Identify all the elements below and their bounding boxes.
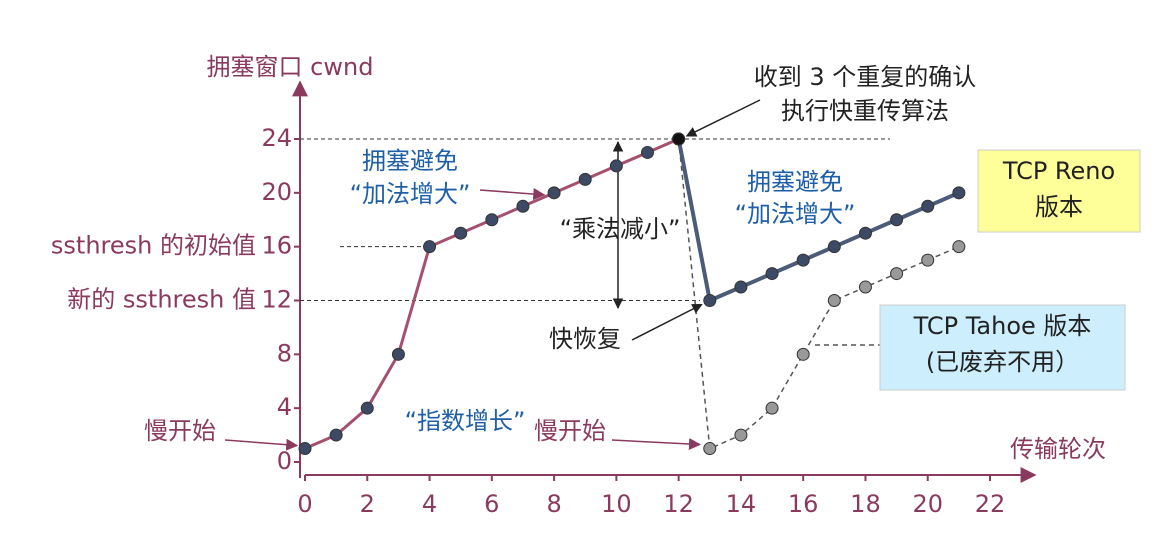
legend-text: TCP Reno <box>1002 157 1115 185</box>
x-tick-label: 14 <box>726 490 757 518</box>
x-tick-label: 6 <box>484 490 499 518</box>
annotation: 慢开始 <box>534 417 606 445</box>
data-point <box>516 199 530 213</box>
legend-box <box>879 304 1126 391</box>
x-tick-label: 18 <box>850 490 881 518</box>
data-point <box>890 267 904 281</box>
data-point <box>734 280 748 294</box>
data-point <box>734 428 748 442</box>
annotation: 慢开始 <box>144 417 216 445</box>
y-tick-label: 0 <box>277 447 292 475</box>
annotation: “乘法减小” <box>560 215 681 243</box>
x-tick-label: 10 <box>601 490 632 518</box>
data-point <box>827 240 841 254</box>
data-point <box>485 213 499 227</box>
annotation-arrow <box>479 188 546 201</box>
data-point <box>765 267 779 281</box>
series-line <box>677 138 960 450</box>
data-point <box>858 280 872 294</box>
annotation-arrow <box>685 99 761 137</box>
y-tick-note: ssthresh 的初始值 <box>51 232 256 260</box>
data-point <box>921 199 935 213</box>
legend-text: (已废弃不用） <box>926 348 1079 376</box>
y-tick-label: 4 <box>277 393 292 421</box>
x-tick-label: 20 <box>912 490 943 518</box>
annotation: 拥塞避免 <box>362 147 458 175</box>
data-point <box>890 213 904 227</box>
data-point <box>298 442 312 456</box>
legend-text: 版本 <box>1035 193 1083 221</box>
annotation: 收到 3 个重复的确认 <box>754 63 977 91</box>
annotation: 拥塞避免 <box>747 168 843 196</box>
data-point <box>703 294 717 307</box>
data-point <box>454 226 468 240</box>
y-tick-label: 24 <box>261 124 292 152</box>
data-point <box>796 253 810 267</box>
y-tick-label: 8 <box>277 339 292 367</box>
data-point <box>578 172 592 186</box>
data-point <box>360 401 374 415</box>
data-point <box>329 428 343 442</box>
y-tick-label: 12 <box>261 286 292 314</box>
x-tick-label: 8 <box>546 490 561 518</box>
annotation: 快恢复 <box>549 325 621 353</box>
data-point <box>391 347 405 361</box>
data-point <box>547 186 561 200</box>
data-point <box>858 226 872 240</box>
x-tick-label: 4 <box>422 490 437 518</box>
data-point <box>423 240 437 254</box>
data-point <box>703 442 717 456</box>
x-tick-label: 2 <box>360 490 375 518</box>
data-point <box>952 240 966 254</box>
y-tick-label: 16 <box>261 232 292 260</box>
x-axis-label: 传输轮次 <box>1010 435 1106 463</box>
data-point <box>672 132 686 146</box>
annotation-arrow <box>631 303 703 341</box>
data-point <box>796 347 810 361</box>
y-tick-label: 20 <box>261 178 292 206</box>
data-point <box>641 145 654 159</box>
annotation: “指数增长” <box>405 407 526 435</box>
annotation: 执行快重传算法 <box>781 97 949 125</box>
series-line <box>676 138 960 304</box>
annotation: “加法增大” <box>735 200 856 228</box>
x-tick-label: 22 <box>975 490 1006 518</box>
data-point <box>827 294 841 307</box>
x-tick-label: 12 <box>663 490 694 518</box>
annotation: “加法增大” <box>350 180 471 208</box>
y-axis-label: 拥塞窗口 cwnd <box>207 53 374 81</box>
y-tick-note: 新的 ssthresh 值 <box>67 286 256 314</box>
data-point <box>921 253 935 267</box>
legend-text: TCP Tahoe 版本 <box>913 312 1092 340</box>
legend-box <box>977 149 1141 233</box>
data-point <box>765 401 779 415</box>
annotation-arrow <box>611 437 701 450</box>
x-tick-label: 16 <box>788 490 819 518</box>
x-tick-label: 0 <box>297 490 312 518</box>
annotation-arrow <box>224 438 299 451</box>
data-point <box>609 159 623 173</box>
data-point <box>952 186 966 200</box>
